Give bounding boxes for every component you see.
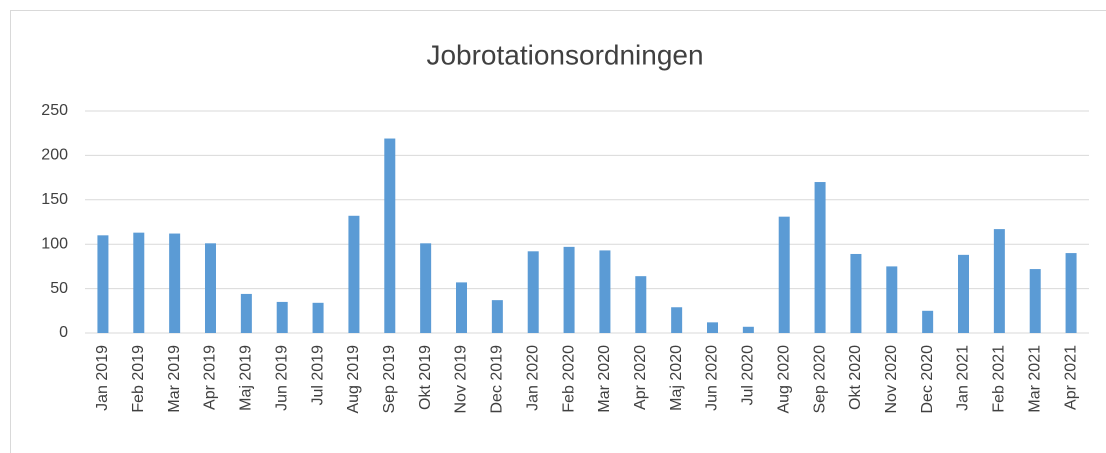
bar	[133, 232, 145, 333]
x-tick-label: Okt 2019	[417, 345, 434, 410]
x-tick-label: Jul 2019	[309, 345, 326, 406]
chart-title: Jobrotationsordningen	[426, 39, 703, 70]
x-tick-label: Okt 2020	[847, 345, 864, 410]
bar	[742, 326, 754, 333]
x-tick-label: Apr 2019	[202, 345, 219, 410]
x-tick-label: Nov 2019	[453, 345, 470, 414]
x-tick-label: Jun 2020	[704, 345, 721, 411]
bar	[384, 138, 396, 333]
bar	[456, 282, 467, 333]
x-tick-label: Jul 2020	[740, 345, 757, 406]
bar	[922, 310, 934, 333]
x-tick-label: Maj 2020	[668, 345, 685, 411]
bar	[420, 243, 432, 333]
bar	[1065, 253, 1077, 333]
x-tick-label: Mar 2020	[596, 345, 613, 413]
x-tick-label: Maj 2019	[238, 345, 255, 411]
y-tick-label: 0	[59, 324, 68, 341]
x-tick-label: Apr 2021	[1062, 345, 1079, 410]
bar	[635, 276, 647, 333]
x-tick-label: Sep 2019	[381, 345, 398, 414]
x-tick-label: Sep 2020	[811, 345, 828, 414]
bar	[240, 293, 252, 333]
bar	[97, 235, 109, 333]
x-tick-label: Feb 2019	[130, 345, 147, 413]
x-tick-label: Jan 2020	[524, 345, 541, 411]
x-tick-label: Mar 2021	[1026, 345, 1043, 413]
bar	[993, 229, 1005, 333]
x-tick-label: Aug 2020	[775, 345, 792, 414]
x-tick-label: Aug 2019	[345, 345, 362, 414]
x-tick-label: Apr 2020	[632, 345, 649, 410]
x-tick-label: Feb 2020	[560, 345, 577, 413]
x-tick-label: Dec 2020	[919, 345, 936, 414]
bar	[276, 301, 288, 333]
bar	[348, 215, 360, 333]
y-tick-label: 100	[41, 235, 68, 252]
y-tick-label: 200	[41, 147, 68, 164]
bar	[527, 251, 539, 333]
bar	[1029, 269, 1041, 333]
bar	[312, 302, 324, 333]
y-tick-label: 50	[50, 280, 68, 297]
bar	[814, 182, 826, 333]
bar	[599, 250, 611, 333]
x-tick-label: Mar 2019	[166, 345, 183, 413]
bar	[205, 243, 216, 333]
y-tick-label: 150	[41, 191, 68, 208]
y-tick-label: 250	[41, 102, 68, 119]
bar	[491, 300, 503, 333]
x-tick-label: Jan 2021	[955, 345, 972, 411]
bar	[671, 307, 683, 333]
x-tick-label: Jan 2019	[94, 345, 111, 411]
bar	[563, 246, 575, 333]
bar	[886, 266, 898, 333]
x-tick-label: Jun 2019	[273, 345, 290, 411]
bar	[169, 233, 181, 333]
x-tick-label: Dec 2019	[489, 345, 506, 414]
x-tick-label: Nov 2020	[883, 345, 900, 414]
bar	[958, 254, 969, 333]
bar	[850, 253, 862, 333]
bar	[778, 216, 790, 333]
x-tick-label: Feb 2021	[991, 345, 1008, 413]
bar	[707, 322, 718, 333]
chart-border	[10, 10, 1106, 453]
